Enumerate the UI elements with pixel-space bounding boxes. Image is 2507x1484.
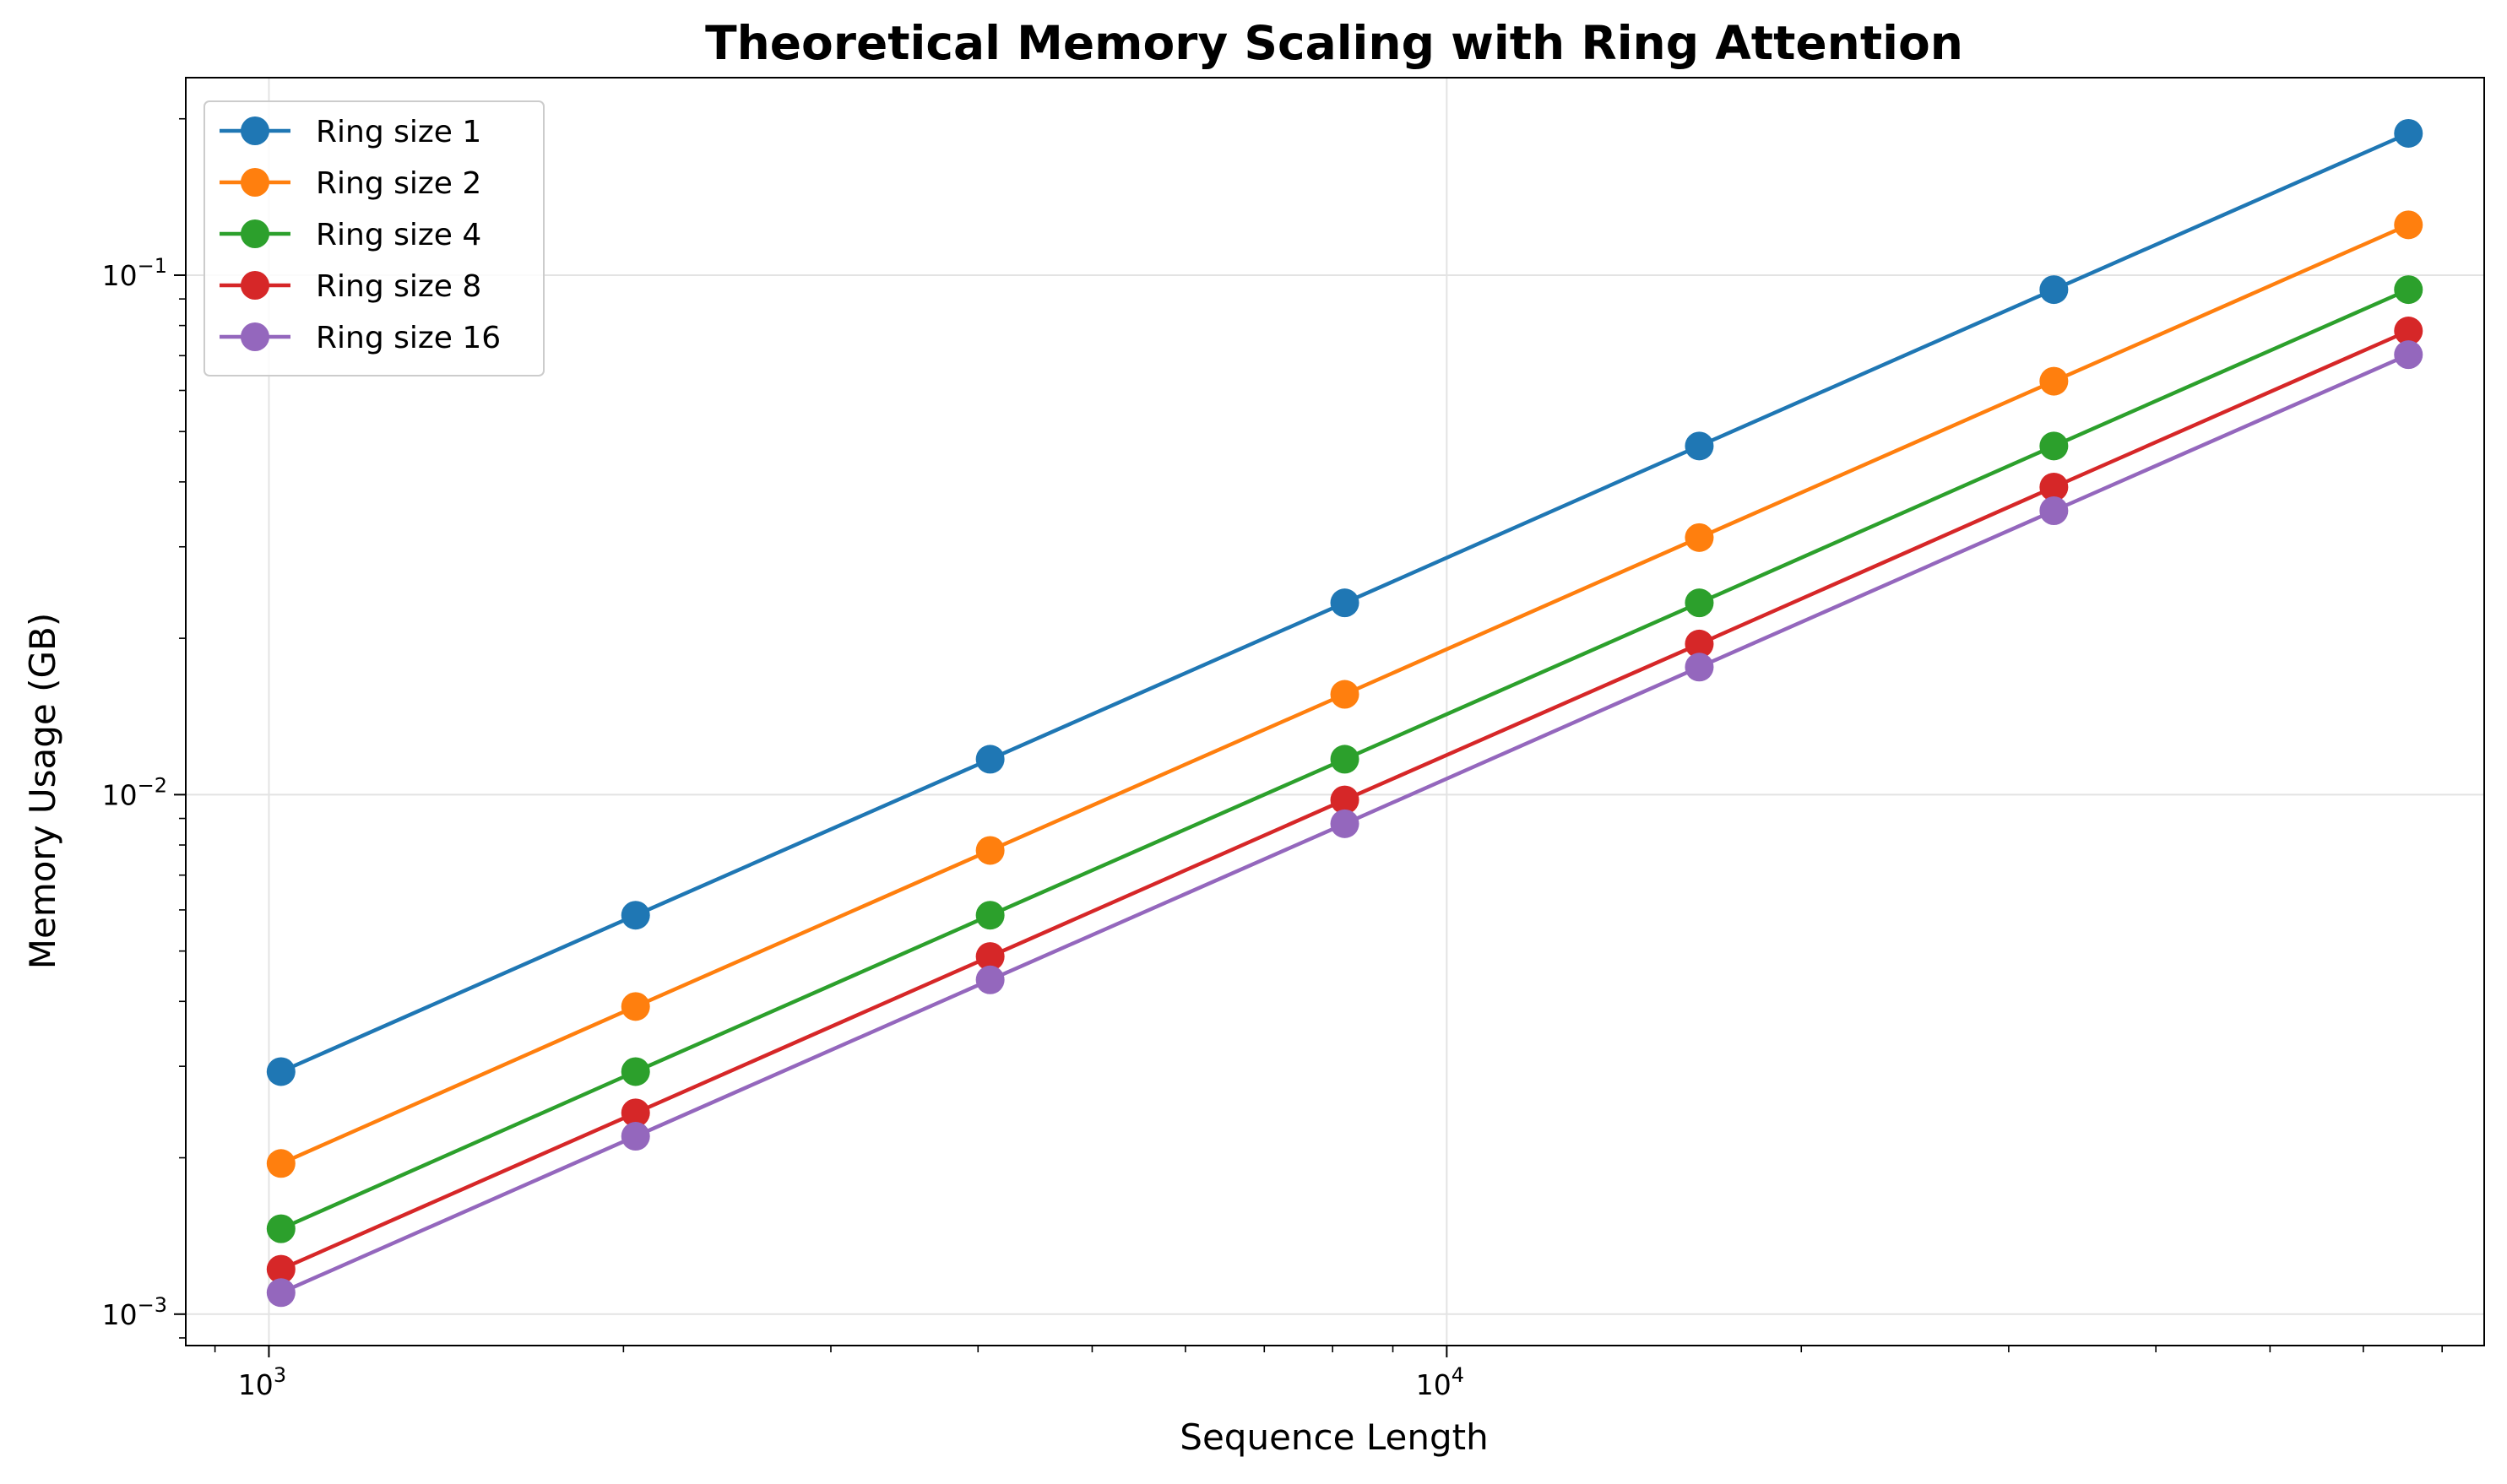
data-point — [621, 1057, 650, 1086]
legend-label: Ring size 2 — [316, 166, 481, 201]
data-point — [1685, 431, 1714, 461]
data-point — [2039, 275, 2069, 305]
data-point — [975, 745, 1005, 774]
series-4 — [266, 317, 2423, 1284]
data-point — [1685, 629, 1714, 658]
data-point — [2394, 340, 2423, 370]
legend-marker — [241, 219, 269, 248]
y-tick-label: 10−3 — [102, 1293, 167, 1331]
y-tick-label: 10−1 — [102, 254, 167, 292]
x-axis-label: Sequence Length — [1180, 1416, 1488, 1458]
data-point — [621, 1122, 650, 1151]
data-point — [1685, 653, 1714, 682]
y-axis-label: Memory Usage (GB) — [22, 613, 63, 970]
legend: Ring size 1 Ring size 2 Ring size 4 Ring si… — [203, 100, 545, 376]
x-tick-label: 104 — [1416, 1363, 1464, 1401]
legend-marker — [241, 322, 269, 351]
data-point — [2039, 496, 2069, 526]
data-point — [266, 1278, 296, 1308]
data-point — [975, 836, 1005, 865]
legend-entry: Ring size 8 — [220, 269, 481, 304]
legend-label: Ring size 4 — [316, 218, 481, 252]
legend-marker — [241, 271, 269, 300]
y-tick-label: 10−2 — [102, 773, 167, 811]
plot-area-frame — [185, 77, 2485, 1346]
data-point — [2394, 317, 2423, 346]
data-point — [2039, 472, 2069, 501]
data-point — [266, 1254, 296, 1284]
series-3 — [266, 275, 2423, 1243]
data-point — [2394, 275, 2423, 305]
data-point — [1685, 523, 1714, 552]
data-point — [2039, 366, 2069, 396]
data-point — [2394, 210, 2423, 240]
legend-entry: Ring size 2 — [220, 166, 481, 201]
legend-marker — [241, 168, 269, 197]
legend-entry: Ring size 1 — [220, 115, 481, 149]
series-lines — [266, 118, 2423, 1308]
legend-entry: Ring size 4 — [220, 218, 481, 252]
data-point — [266, 1057, 296, 1086]
data-point — [2394, 118, 2423, 148]
data-point — [621, 992, 650, 1021]
data-point — [266, 1149, 296, 1178]
data-point — [1330, 809, 1359, 838]
data-point — [1330, 680, 1359, 709]
data-point — [621, 901, 650, 930]
major-ticks: 103 104 10−3 10−2 10−1 — [102, 254, 1464, 1401]
series-5 — [266, 340, 2423, 1308]
data-point — [266, 1214, 296, 1243]
data-point — [2039, 431, 2069, 461]
legend-label: Ring size 8 — [316, 269, 481, 304]
x-tick-label: 103 — [238, 1363, 286, 1401]
minor-ticks — [179, 117, 2443, 1352]
data-point — [621, 1098, 650, 1128]
data-point — [975, 965, 1005, 994]
legend-entry: Ring size 16 — [220, 321, 501, 355]
series-2 — [266, 210, 2423, 1178]
data-point — [975, 901, 1005, 930]
data-point — [1330, 588, 1359, 618]
legend-marker — [241, 116, 269, 145]
data-point — [1330, 745, 1359, 774]
data-point — [1330, 785, 1359, 815]
legend-box — [203, 100, 545, 376]
data-point — [1685, 588, 1714, 618]
data-point — [975, 942, 1005, 972]
legend-label: Ring size 16 — [316, 321, 501, 355]
legend-label: Ring size 1 — [316, 115, 481, 149]
series-1 — [266, 118, 2423, 1086]
chart-title: Theoretical Memory Scaling with Ring Att… — [705, 16, 1963, 70]
